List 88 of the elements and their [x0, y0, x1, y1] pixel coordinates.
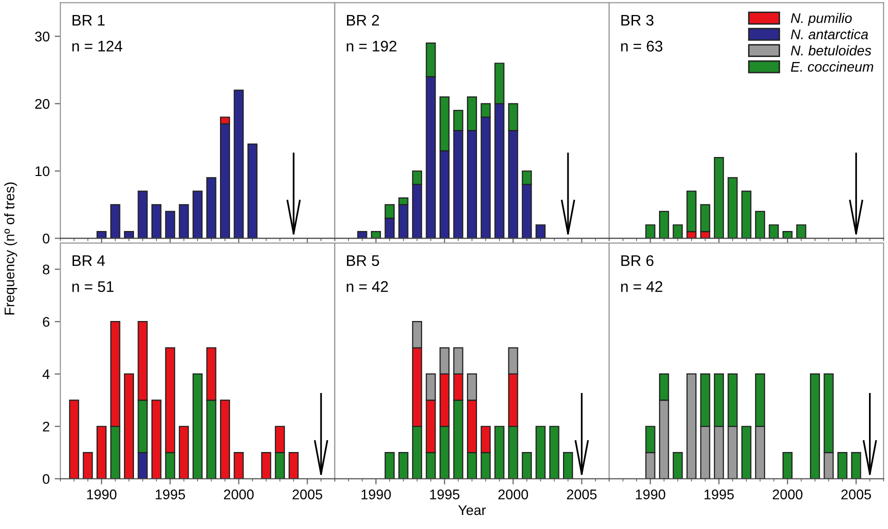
- bar: [796, 224, 806, 238]
- text: BR 6: [621, 255, 654, 266]
- bar: [659, 210, 670, 238]
- bar: [82, 452, 93, 479]
- bar: [728, 177, 738, 238]
- x-tick-label: 2005: [292, 490, 322, 500]
- y-tick-label: 20: [35, 98, 50, 109]
- text: BR 3: [621, 14, 654, 26]
- bar: [206, 177, 216, 238]
- x-tick-label: 2000: [498, 490, 528, 500]
- text: n = 124: [72, 40, 122, 52]
- bar: [370, 231, 381, 238]
- bar: [536, 224, 546, 238]
- bar: [96, 231, 107, 238]
- x-tick-label: 2000: [772, 490, 802, 500]
- legend-label: N. betuloides: [790, 45, 872, 56]
- y-axis-title: Frequency (nº of tres): [4, 182, 18, 314]
- text: n = 51: [72, 281, 114, 292]
- bar: [522, 452, 532, 479]
- legend-label: N. antarctica: [790, 29, 868, 40]
- bar: [165, 210, 176, 238]
- text: BR 5: [347, 255, 380, 266]
- x-tick-label: 2005: [841, 490, 871, 500]
- bar: [124, 373, 134, 479]
- bar: [398, 452, 408, 479]
- text: n = 192: [346, 40, 396, 52]
- x-tick-label: 1995: [430, 490, 460, 500]
- y-tick-label: 2: [42, 422, 50, 432]
- y-tick-label: 4: [42, 369, 50, 380]
- bar: [178, 426, 189, 479]
- y-tick-label: 10: [36, 166, 50, 176]
- text: n = 63: [621, 40, 662, 52]
- bar: [192, 373, 203, 479]
- bar: [562, 452, 574, 479]
- bar: [782, 231, 793, 238]
- x-axis-title: Year: [458, 505, 486, 516]
- bar: [234, 90, 244, 238]
- bar: [178, 204, 189, 238]
- y-tick-label: 6: [42, 316, 50, 327]
- bar: [384, 452, 395, 479]
- bar: [810, 373, 820, 479]
- text: n = 42: [346, 281, 388, 292]
- x-tick-label: 1995: [156, 490, 186, 500]
- bar: [110, 204, 120, 238]
- text: BR 2: [347, 14, 379, 26]
- legend-label: N. pumilio: [790, 12, 852, 26]
- bar: [192, 190, 203, 238]
- bar: [69, 400, 80, 479]
- bar: [288, 452, 299, 479]
- bar: [686, 373, 696, 479]
- bar: [741, 426, 752, 479]
- bar: [782, 452, 793, 479]
- bar: [851, 452, 862, 479]
- bar: [672, 224, 683, 238]
- text: BR 4: [72, 255, 105, 266]
- bar: [645, 224, 656, 238]
- bar: [768, 224, 779, 238]
- bar: [124, 231, 134, 238]
- bar: [741, 190, 752, 238]
- legend-label: E. coccineum: [790, 62, 874, 72]
- bar: [536, 426, 546, 479]
- y-tick-label: 30: [35, 32, 50, 42]
- bar: [714, 156, 724, 238]
- x-tick-label: 1990: [87, 490, 116, 500]
- bar: [755, 210, 766, 238]
- bar: [234, 452, 244, 479]
- y-tick-label: 0: [42, 234, 50, 244]
- bar: [151, 400, 162, 479]
- bar: [357, 231, 368, 238]
- bar: [549, 426, 560, 479]
- bar: [494, 426, 504, 479]
- x-tick-label: 2000: [224, 490, 254, 500]
- bar: [220, 400, 230, 479]
- bar: [261, 452, 272, 479]
- text: BR 1: [72, 14, 105, 26]
- bar: [247, 144, 258, 238]
- x-tick-label: 2005: [566, 490, 597, 500]
- bar: [672, 452, 683, 479]
- x-tick-label: 1995: [704, 490, 734, 500]
- bar: [96, 426, 107, 479]
- bar: [138, 190, 148, 238]
- bar: [837, 452, 848, 479]
- x-tick-label: 1990: [636, 490, 666, 500]
- text: n = 42: [621, 281, 662, 292]
- y-tick-label: 0: [42, 474, 50, 484]
- bar: [151, 204, 162, 238]
- y-tick-label: 8: [42, 264, 50, 274]
- x-tick-label: 1990: [362, 490, 391, 500]
